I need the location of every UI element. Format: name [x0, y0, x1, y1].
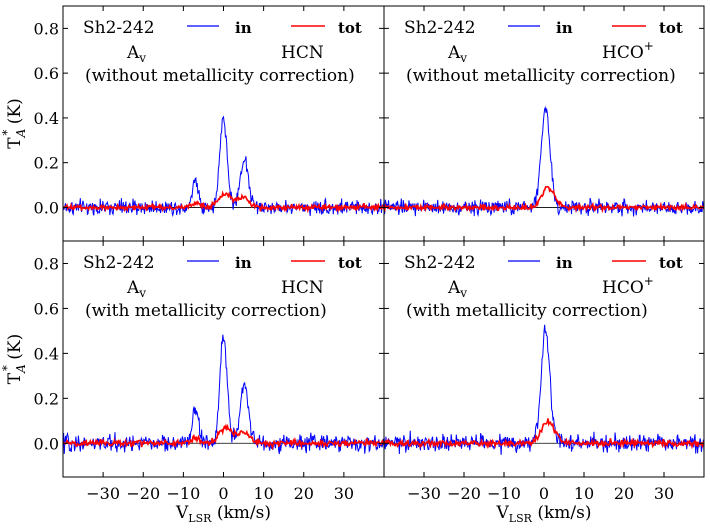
x-tick-label: −20: [126, 484, 160, 503]
y-tick-label: 0.2: [34, 154, 59, 173]
legend-in-label: in: [556, 19, 573, 37]
x-tick-label: 10: [253, 484, 273, 503]
extinction-label: Av: [126, 278, 146, 300]
extinction-label: Av: [447, 43, 467, 65]
correction-note: (without metallicity correction): [85, 66, 355, 86]
x-tick-label: −30: [407, 484, 441, 503]
series-in-line: [384, 105, 704, 217]
y-axis-label: TA* (K): [0, 98, 28, 148]
series-tot-line: [63, 190, 384, 214]
y-tick-label: 0.6: [34, 299, 59, 318]
molecule-label: HCO+: [602, 274, 654, 298]
legend-tot-label: tot: [659, 19, 683, 37]
x-tick-label: −10: [166, 484, 200, 503]
x-axis-label: VLSR (km/s): [496, 503, 592, 525]
molecule-label: HCN: [281, 43, 324, 63]
source-label: Sh2-242: [83, 253, 155, 273]
source-label: Sh2-242: [404, 18, 476, 38]
x-tick-label: 0: [218, 484, 228, 503]
correction-note: (with metallicity correction): [406, 301, 648, 321]
correction-note: (without metallicity correction): [406, 66, 676, 86]
panel-2: Sh2-242 in tot Av HCO+ (without metallicity c…: [383, 5, 705, 242]
y-tick-label: 0.0: [34, 434, 59, 453]
y-tick-label: 0.4: [34, 109, 59, 128]
x-tick-label: 0: [539, 484, 549, 503]
molecule-label: HCO+: [602, 39, 654, 63]
series-in-line: [63, 334, 384, 455]
y-tick-label: 0.4: [34, 344, 59, 363]
series-in-line: [384, 324, 704, 455]
source-label: Sh2-242: [83, 18, 155, 38]
legend-in-label: in: [235, 19, 252, 37]
panel-1: 0.0 0.2 0.4 0.6 0.8 Sh2-242 in tot Av HCN (without…: [34, 5, 385, 242]
y-tick-label: 0.6: [34, 64, 59, 83]
y-axis-label: TA* (K): [0, 334, 28, 384]
x-tick-label: 30: [334, 484, 354, 503]
legend-in-label: in: [556, 254, 573, 272]
panel-3: −30 −20 −10 0 10 20 30 0.0 0.2 0.4 0.6 0.8 Sh2-242 in…: [34, 240, 385, 503]
legend-tot-label: tot: [338, 19, 362, 37]
x-tick-label: 30: [654, 484, 674, 503]
legend-in-label: in: [235, 254, 252, 272]
x-tick-label: −10: [487, 484, 521, 503]
correction-note: (with metallicity correction): [85, 301, 327, 321]
y-tick-label: 0.0: [34, 198, 59, 217]
x-axis-label: VLSR (km/s): [175, 503, 271, 525]
x-tick-label: 20: [614, 484, 634, 503]
series-tot-line: [63, 423, 384, 451]
source-label: Sh2-242: [404, 253, 476, 273]
legend-tot-label: tot: [338, 254, 362, 272]
extinction-label: Av: [447, 278, 467, 300]
series-in-line: [63, 115, 384, 218]
series-tot-line: [384, 418, 704, 450]
extinction-label: Av: [126, 43, 146, 65]
series-tot-line: [384, 185, 704, 214]
panel-4: −30 −20 −10 0 10 20 30 Sh2-242 in tot Av HCO+ (with …: [383, 240, 705, 503]
y-tick-label: 0.8: [34, 254, 59, 273]
x-tick-label: 10: [574, 484, 594, 503]
x-tick-label: 20: [294, 484, 314, 503]
x-tick-label: −30: [86, 484, 120, 503]
molecule-label: HCN: [281, 278, 324, 298]
legend-tot-label: tot: [659, 254, 683, 272]
y-tick-label: 0.2: [34, 389, 59, 408]
x-tick-label: −20: [447, 484, 481, 503]
y-tick-label: 0.8: [34, 19, 59, 38]
